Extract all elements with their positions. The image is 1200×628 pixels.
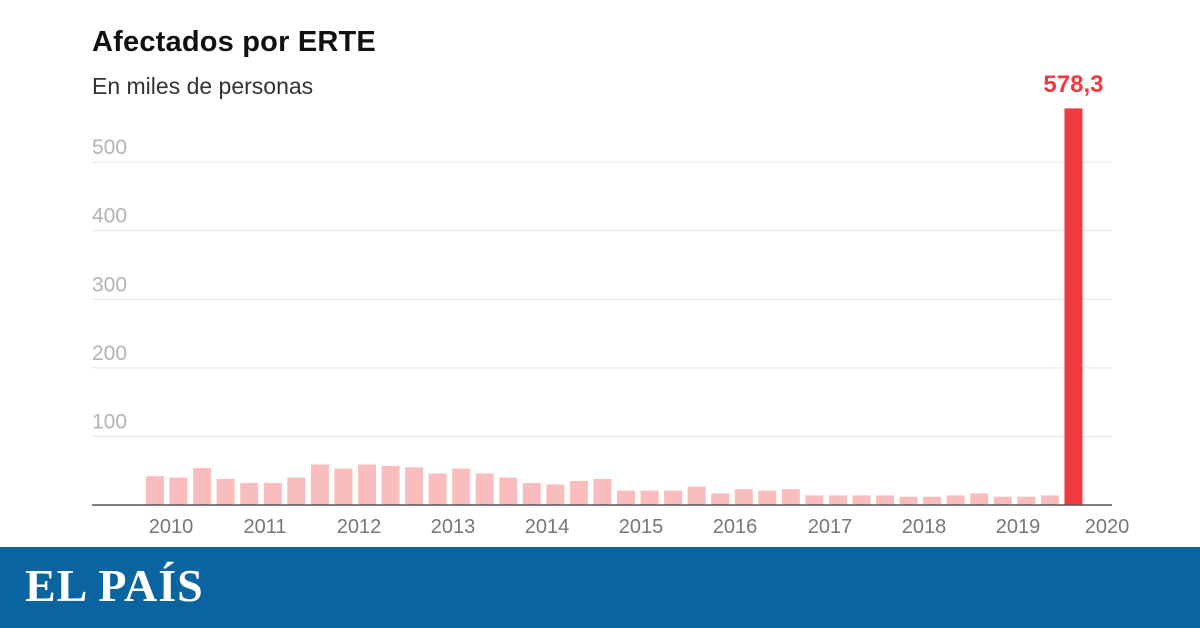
bar: [734, 489, 753, 505]
bar: [569, 480, 588, 505]
x-tick-label: 2014: [525, 516, 570, 538]
bar: [475, 473, 494, 505]
bar: [852, 495, 871, 505]
bar: [758, 490, 777, 505]
bar: [617, 490, 635, 505]
bar: [640, 490, 659, 505]
bar: [169, 477, 188, 505]
x-tick-label: 2017: [808, 516, 853, 538]
bar: [334, 468, 353, 505]
y-tick-label: 300: [92, 273, 127, 296]
x-tick-label: 2011: [243, 516, 286, 538]
bar: [993, 496, 1012, 505]
bar: [593, 478, 612, 505]
bar: [193, 467, 212, 505]
el-pais-logo: EL PAÍS: [25, 560, 204, 611]
bar: [357, 464, 376, 505]
chart-title: Afectados por ERTE: [92, 26, 376, 58]
bar: [664, 490, 683, 505]
highlight-value-label: 578,3: [1043, 71, 1103, 98]
x-tick-label: 2013: [431, 516, 476, 538]
bar: [1040, 495, 1059, 505]
x-tick-label: 2019: [996, 516, 1041, 538]
x-tick-label: 2015: [619, 516, 664, 538]
y-tick-label: 400: [92, 205, 127, 228]
bar: [428, 473, 447, 505]
bar: [240, 483, 259, 505]
bar: [263, 483, 282, 505]
brand-footer: EL PAÍS: [0, 547, 1200, 628]
x-tick-label: 2010: [149, 516, 194, 538]
bar: [970, 493, 989, 505]
bar: [522, 483, 541, 505]
bar-highlight: [1064, 108, 1083, 506]
bar: [452, 468, 471, 505]
bar: [828, 495, 847, 505]
bar: [899, 496, 918, 505]
y-tick-label: 100: [92, 410, 127, 433]
bar: [923, 496, 942, 505]
bar: [946, 495, 965, 505]
bar: [146, 476, 164, 505]
bar-chart: 100 200 300 400 500 2010 2011 2012 2013 2014 2015 2…: [92, 71, 1130, 538]
bar: [876, 495, 895, 505]
bar: [711, 493, 730, 505]
x-tick-label: 2012: [337, 516, 382, 538]
bar: [546, 484, 565, 505]
bar: [381, 465, 400, 505]
x-tick-label: 2018: [902, 516, 947, 538]
bar: [287, 477, 306, 505]
y-tick-label: 200: [92, 342, 127, 365]
y-tick-label: 500: [92, 136, 127, 159]
x-tick-label: 2020: [1085, 516, 1130, 538]
bar: [310, 464, 329, 505]
bar: [1017, 496, 1036, 505]
chart-subtitle: En miles de personas: [92, 73, 314, 99]
bar: [216, 478, 235, 505]
bar: [805, 495, 824, 505]
bar: [781, 489, 800, 505]
bar: [687, 486, 706, 505]
bar: [499, 477, 518, 505]
bar: [405, 467, 424, 505]
x-tick-label: 2016: [713, 516, 758, 538]
